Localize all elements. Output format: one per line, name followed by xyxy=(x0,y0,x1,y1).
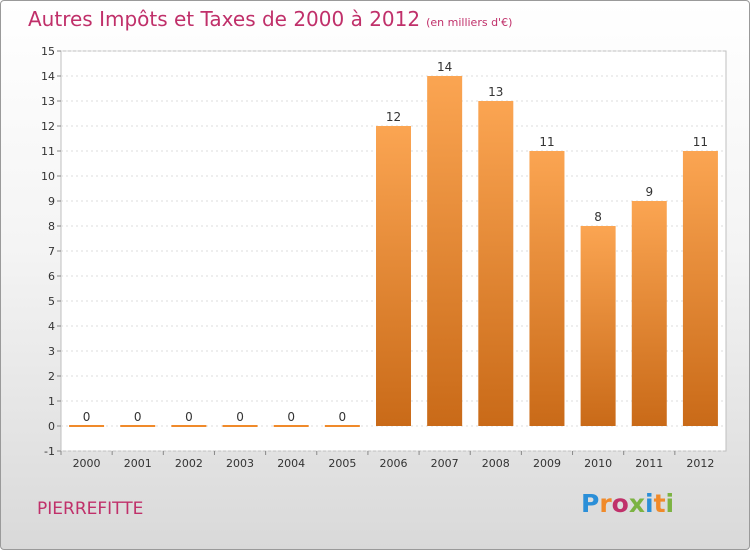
chart-title: Autres Impôts et Taxes de 2000 à 2012 (en… xyxy=(28,7,512,31)
logo-letter: i xyxy=(645,489,654,518)
bar xyxy=(529,151,565,426)
y-tick-label: 14 xyxy=(41,70,55,83)
bar xyxy=(222,425,258,427)
chart-title-main: Autres Impôts et Taxes de 2000 à 2012 xyxy=(28,7,421,31)
y-tick-label: 13 xyxy=(41,95,55,108)
data-label: 12 xyxy=(386,110,401,124)
logo-letter: o xyxy=(611,489,629,518)
data-label: 0 xyxy=(185,410,193,424)
bars-group: 0 0 0 0 0 0 12 14 13 11 8 9 11 xyxy=(69,60,718,427)
logo-letter: r xyxy=(599,489,612,518)
x-axis: 2000 2001 2002 2003 2004 2005 2006 2007 2008 2009… xyxy=(60,451,714,470)
y-tick-label: 3 xyxy=(48,345,55,358)
data-label: 8 xyxy=(594,210,602,224)
y-tick-label: 0 xyxy=(48,420,55,433)
x-tick-label: 2008 xyxy=(482,457,510,470)
y-tick-label: 5 xyxy=(48,295,55,308)
x-tick-label: 2007 xyxy=(431,457,459,470)
logo-letter: i xyxy=(665,489,675,518)
proxiti-logo: Proxiti xyxy=(581,489,674,518)
logo-letter: x xyxy=(628,489,645,518)
bar xyxy=(631,201,667,426)
data-label: 9 xyxy=(645,185,653,199)
y-tick-label: 7 xyxy=(48,245,55,258)
x-tick-label: 2001 xyxy=(124,457,152,470)
x-tick-label: 2000 xyxy=(73,457,101,470)
y-tick-label: 6 xyxy=(48,270,55,283)
bar xyxy=(682,151,718,426)
y-tick-label: 9 xyxy=(48,195,55,208)
x-tick-label: 2004 xyxy=(277,457,305,470)
y-tick-label: -1 xyxy=(44,445,55,458)
chart-title-unit: (en milliers d'€) xyxy=(426,16,513,29)
data-label: 11 xyxy=(539,135,554,149)
y-tick-label: 2 xyxy=(48,370,55,383)
x-tick-label: 2010 xyxy=(584,457,612,470)
bar xyxy=(324,425,360,427)
data-label: 0 xyxy=(287,410,295,424)
data-label: 0 xyxy=(134,410,142,424)
y-tick-label: 8 xyxy=(48,220,55,233)
x-tick-label: 2006 xyxy=(380,457,408,470)
bar xyxy=(376,126,411,426)
bar xyxy=(580,226,616,426)
data-label: 0 xyxy=(339,410,347,424)
data-label: 14 xyxy=(437,60,452,74)
data-label: 0 xyxy=(236,410,244,424)
bar xyxy=(120,425,156,427)
y-tick-label: 12 xyxy=(41,120,55,133)
x-tick-label: 2005 xyxy=(328,457,356,470)
commune-name: PIERREFITTE xyxy=(37,499,144,519)
data-label: 0 xyxy=(83,410,91,424)
bar xyxy=(171,425,207,427)
x-tick-label: 2002 xyxy=(175,457,203,470)
y-tick-label: 10 xyxy=(41,170,55,183)
logo-letter: P xyxy=(581,489,600,518)
y-tick-label: 1 xyxy=(48,395,55,408)
y-tick-label: 15 xyxy=(41,45,55,58)
data-label: 13 xyxy=(488,85,503,99)
y-tick-label: 4 xyxy=(48,320,55,333)
data-label: 11 xyxy=(693,135,708,149)
bar xyxy=(69,425,105,427)
x-tick-label: 2012 xyxy=(686,457,714,470)
bar xyxy=(273,425,309,427)
bar xyxy=(478,101,514,426)
x-tick-label: 2003 xyxy=(226,457,254,470)
x-tick-label: 2011 xyxy=(635,457,663,470)
y-tick-label: 11 xyxy=(41,145,55,158)
grid-lines xyxy=(61,50,726,452)
logo-letter: t xyxy=(653,489,666,518)
x-tick-label: 2009 xyxy=(533,457,561,470)
bar xyxy=(427,76,463,426)
